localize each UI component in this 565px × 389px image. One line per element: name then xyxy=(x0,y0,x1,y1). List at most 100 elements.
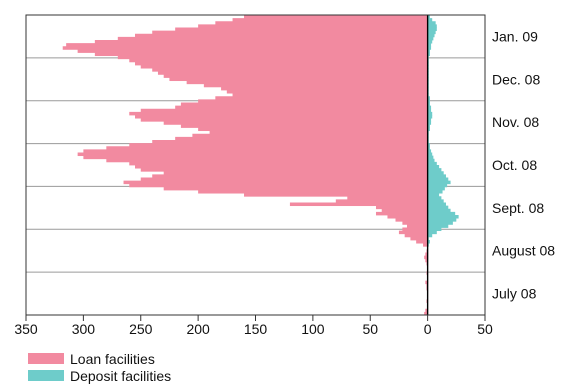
loan-bar xyxy=(175,105,428,110)
loan-bar xyxy=(163,186,428,191)
loan-bar xyxy=(198,190,428,194)
loan-bar xyxy=(215,21,428,25)
x-tick-label: 250 xyxy=(129,321,153,337)
loan-bar xyxy=(416,240,428,244)
loan-bar xyxy=(129,183,428,188)
legend-label-deposit: Deposit facilities xyxy=(70,367,172,384)
y-period-label: Nov. 08 xyxy=(492,114,539,130)
y-period-label: July 08 xyxy=(492,286,537,302)
deposit-bar xyxy=(427,99,430,103)
loan-bar xyxy=(94,52,428,57)
deposit-bar xyxy=(427,152,433,157)
y-period-label: Jan. 09 xyxy=(492,28,538,44)
loan-bar xyxy=(198,99,428,103)
deposit-bar xyxy=(427,205,449,210)
loan-bar xyxy=(289,202,428,207)
legend-item-deposit: Deposit facilities xyxy=(28,367,171,384)
deposit-bar xyxy=(427,202,446,207)
loan-bar xyxy=(94,40,428,44)
deposit-bar xyxy=(427,118,432,122)
loan-bar xyxy=(395,218,428,222)
loan-bar xyxy=(425,280,428,285)
loan-bar xyxy=(410,236,428,241)
deposit-bar xyxy=(427,230,437,235)
loan-bar xyxy=(209,130,428,135)
loan-bar xyxy=(129,58,428,63)
loan-bar xyxy=(140,118,428,122)
loan-bar xyxy=(83,155,428,160)
deposit-bar xyxy=(427,168,442,172)
legend-item-loan: Loan facilities xyxy=(28,350,171,367)
y-axis-period-labels: Jan. 09 Dec. 08 Nov. 08 Oct. 08 Sept. 08 Augu… xyxy=(492,28,555,301)
loan-bar xyxy=(163,121,428,125)
deposit-bar xyxy=(427,49,430,53)
deposit-bar xyxy=(427,193,440,197)
deposit-bar xyxy=(427,183,448,188)
loan-bar xyxy=(129,111,428,116)
loan-bar xyxy=(232,93,428,97)
loan-bar xyxy=(425,258,428,263)
loan-bar xyxy=(140,177,428,182)
deposit-bar xyxy=(427,27,437,32)
legend: Loan facilities Deposit facilities xyxy=(28,350,171,384)
deposit-bar xyxy=(427,143,430,147)
loan-bar xyxy=(135,33,428,38)
loan-bar xyxy=(135,165,428,169)
loan-bar xyxy=(129,143,428,147)
loan-bar xyxy=(387,215,428,219)
deposit-bar xyxy=(427,158,435,163)
y-period-label: Dec. 08 xyxy=(492,71,540,87)
loan-bar xyxy=(129,161,428,166)
loan-bar xyxy=(402,221,428,225)
deposit-bar xyxy=(427,105,432,110)
deposit-bar xyxy=(427,190,443,194)
deposit-bar xyxy=(427,124,430,128)
loan-bar xyxy=(398,230,428,235)
deposit-bar xyxy=(427,108,432,113)
deposit-bar xyxy=(427,177,449,182)
y-period-label: August 08 xyxy=(492,243,555,259)
deposit-bar xyxy=(427,215,459,219)
deposit-bar xyxy=(427,111,433,116)
deposit-bar xyxy=(427,174,446,178)
deposit-bar xyxy=(427,211,456,216)
loan-bar xyxy=(221,86,428,91)
deposit-bar xyxy=(427,115,433,119)
loan-bar xyxy=(406,224,428,228)
loan-bar xyxy=(244,193,428,197)
loan-bar xyxy=(198,24,428,28)
loan-bar xyxy=(123,180,428,185)
deposit-bar xyxy=(427,196,442,200)
loan-bar xyxy=(424,311,428,316)
loan-bar xyxy=(106,158,428,163)
loan-bar xyxy=(186,80,428,85)
deposit-bar xyxy=(427,40,433,44)
deposit-bar xyxy=(427,155,434,160)
deposit-bar xyxy=(427,96,430,100)
deposit-bar xyxy=(427,227,442,232)
loan-bar xyxy=(62,46,428,50)
deposit-bar xyxy=(427,165,440,169)
y-period-label: Sept. 08 xyxy=(492,200,544,216)
loan-bar xyxy=(180,102,428,107)
deposit-bar xyxy=(427,102,430,107)
deposit-bar xyxy=(427,127,430,132)
deposit-bar xyxy=(427,15,430,19)
loan-bar xyxy=(375,205,428,210)
deposit-bar xyxy=(427,180,451,185)
x-tick-label: 0 xyxy=(424,321,432,337)
y-period-label: Oct. 08 xyxy=(492,157,537,173)
loan-bar xyxy=(169,77,428,82)
loan-bar xyxy=(106,146,428,150)
x-tick-label: 300 xyxy=(72,321,96,337)
x-tick-label: 50 xyxy=(362,321,378,337)
loan-bar xyxy=(423,243,428,247)
loan-bar xyxy=(163,171,428,175)
loan-bar xyxy=(425,252,428,257)
deposit-bar xyxy=(427,46,432,50)
loan-bar xyxy=(135,115,428,119)
deposit-bar xyxy=(427,21,436,25)
deposit-bar xyxy=(427,224,449,228)
loan-bar xyxy=(157,71,428,75)
